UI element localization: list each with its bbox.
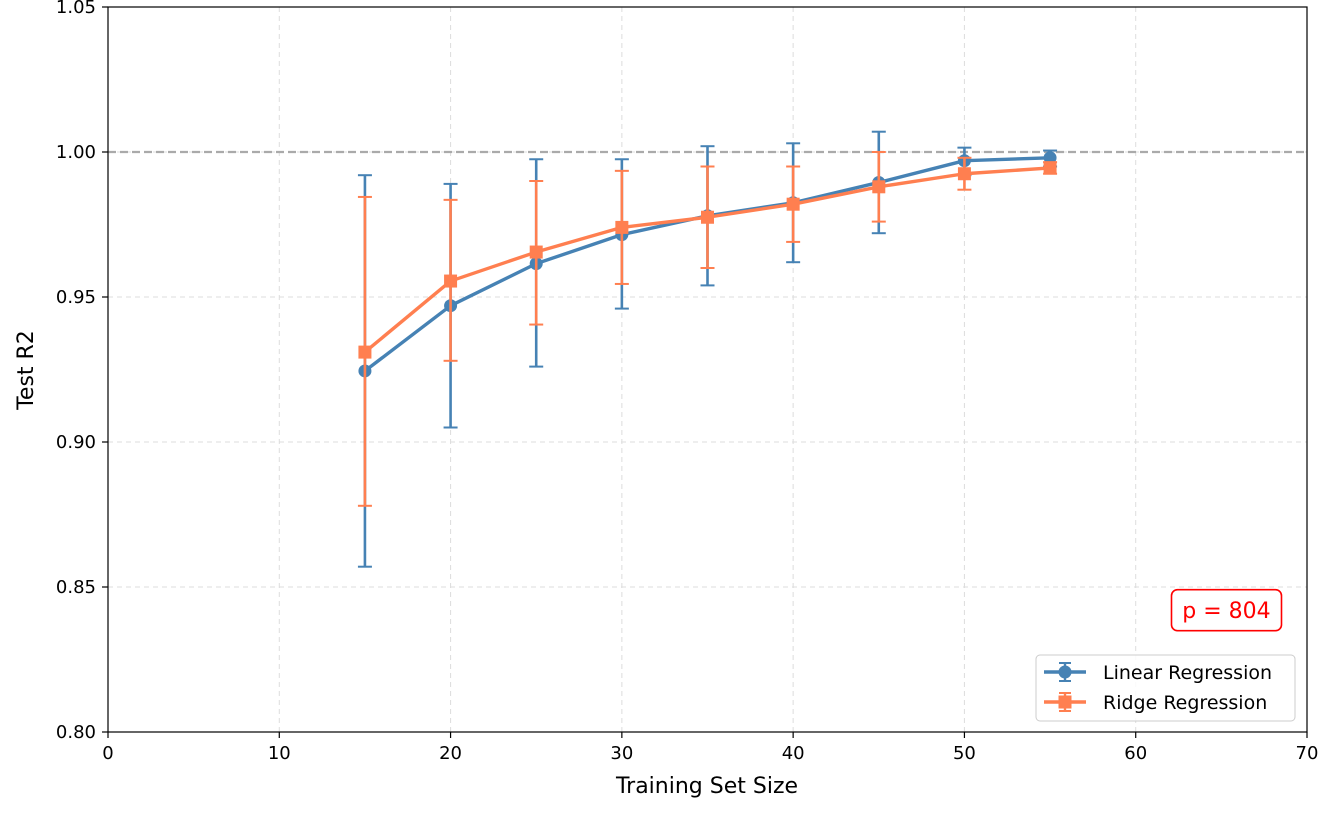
data-point [529,245,543,259]
data-point [1043,161,1057,175]
y-tick-label: 1.05 [56,0,96,18]
plot-background [108,7,1307,732]
y-tick-label: 0.80 [56,722,96,743]
y-tick-label: 0.90 [56,432,96,453]
annotation-text: p = 804 [1182,599,1270,624]
x-tick-label: 40 [782,743,805,764]
y-axis-label: Test R2 [14,330,39,411]
y-tick-label: 0.85 [56,577,96,598]
data-point [786,197,800,211]
x-tick-label: 20 [439,743,462,764]
legend-marker-square [1058,695,1072,709]
data-point [957,167,971,181]
data-point [1043,151,1057,165]
x-tick-label: 10 [268,743,291,764]
y-tick-label: 1.00 [56,142,96,163]
data-point [444,274,458,288]
annotation-frame [1170,588,1283,632]
legend-label: Linear Regression [1103,662,1272,684]
y-tick-label: 0.95 [56,287,96,308]
x-tick-label: 60 [1124,743,1147,764]
annotation-box: p = 804 [1170,588,1283,632]
x-tick-label: 0 [102,743,113,764]
series-layer [357,130,1058,568]
x-axis-label: Training Set Size [615,774,798,799]
data-point [358,345,372,359]
data-point [701,210,714,224]
legend: Linear Regression Ridge Regression [1035,654,1296,722]
legend-box [1035,654,1296,722]
legend-label: Ridge Regression [1103,692,1267,714]
axis-ticks: 0 10 20 30 40 50 60 70 0.80 0.85 0.90 0.95 1.00 1.05 [56,0,1319,764]
legend-marker-circle [1058,665,1072,679]
x-tick-label: 30 [610,743,633,764]
plot-frame [107,6,1308,733]
x-tick-label: 50 [953,743,976,764]
x-tick-label: 70 [1296,743,1319,764]
data-point [615,220,629,234]
data-point [872,180,886,194]
series-ridge-regression [357,151,1058,507]
